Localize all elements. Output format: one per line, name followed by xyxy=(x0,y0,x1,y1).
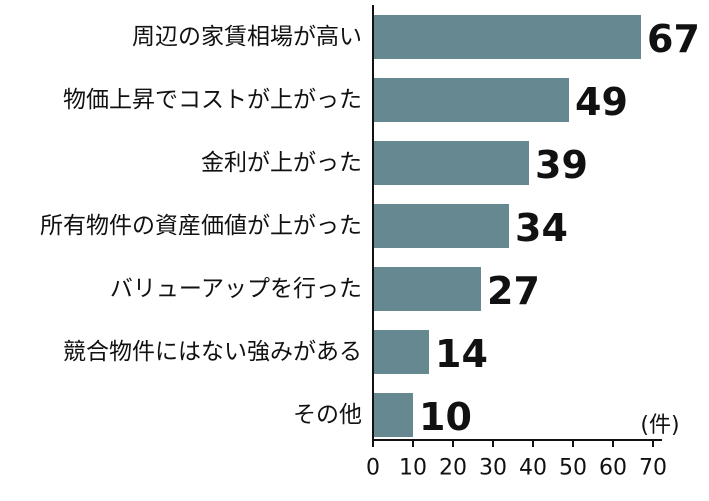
value-label-6: 10 xyxy=(419,395,472,439)
value-label-3: 34 xyxy=(515,206,568,250)
bar-1 xyxy=(374,78,569,122)
value-label-4: 27 xyxy=(487,269,540,313)
labels-layer: 周辺の家賃相場が高い 67 物価上昇でコストが上がった 49 金利が上がった 39 所有物件… xyxy=(40,17,700,439)
category-label-3: 所有物件の資産価値が上がった xyxy=(40,213,362,239)
x-tick-label-0: 0 xyxy=(366,456,380,481)
category-label-4: バリューアップを行った xyxy=(110,276,362,302)
category-label-1: 物価上昇でコストが上がった xyxy=(63,87,362,113)
x-tick-label-5: 50 xyxy=(559,456,587,481)
bar-2 xyxy=(374,141,529,185)
x-tick-label-1: 10 xyxy=(399,456,427,481)
value-label-2: 39 xyxy=(535,143,588,187)
value-label-5: 14 xyxy=(435,332,488,376)
x-tick-label-2: 20 xyxy=(439,456,467,481)
bar-5 xyxy=(374,330,429,374)
category-label-2: 金利が上がった xyxy=(201,150,362,176)
x-tick-label-7: 70 xyxy=(639,456,667,481)
bar-4 xyxy=(374,267,481,311)
unit-label: (件) xyxy=(640,413,679,438)
x-axis: (件) 0 10 20 30 40 50 60 70 xyxy=(366,5,680,481)
bars-layer xyxy=(374,15,641,437)
bar-0 xyxy=(374,15,641,59)
x-tick-label-6: 60 xyxy=(599,456,627,481)
x-tick-label-4: 40 xyxy=(519,456,547,481)
category-label-5: 競合物件にはない強みがある xyxy=(63,339,362,365)
value-label-1: 49 xyxy=(575,80,628,124)
value-label-0: 67 xyxy=(647,17,700,61)
category-label-0: 周辺の家賃相場が高い xyxy=(132,24,362,50)
bar-3 xyxy=(374,204,509,248)
bar-6 xyxy=(374,393,413,437)
x-tick-label-3: 30 xyxy=(479,456,507,481)
category-label-6: その他 xyxy=(293,402,362,428)
